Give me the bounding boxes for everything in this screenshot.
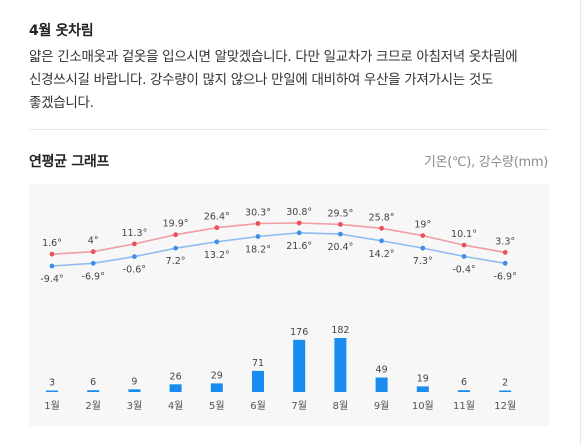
precip-label: 71	[252, 358, 264, 369]
precip-label: 2	[502, 378, 508, 389]
month-label: 9월	[374, 400, 390, 412]
high-temp-point	[173, 232, 179, 238]
low-temp-point	[214, 239, 220, 245]
precip-bar	[458, 390, 470, 392]
high-temp-point	[132, 241, 137, 247]
month-label: 1월	[44, 400, 60, 412]
low-temp-point	[338, 231, 343, 237]
low-temp-point	[461, 254, 467, 259]
precip-bar	[169, 384, 182, 392]
high-temp-label: 19.9°	[163, 219, 189, 230]
high-temp-point	[461, 242, 467, 248]
precip-label: 29	[211, 370, 223, 381]
high-temp-label: 1.6°	[42, 238, 62, 249]
high-temp-label: 10.1°	[451, 229, 477, 240]
graph-title: 연평균 그래프	[29, 154, 110, 170]
precip-label: 9	[131, 376, 137, 387]
divider	[29, 129, 549, 130]
low-temp-point	[255, 234, 261, 239]
month-label: 8월	[333, 400, 349, 412]
low-temp-point	[173, 245, 179, 251]
precip-label: 19	[417, 373, 429, 384]
low-temp-label: -0.4°	[452, 264, 475, 275]
high-temp-point	[255, 221, 261, 226]
precip-bar	[87, 390, 100, 392]
high-temp-label: 11.3°	[121, 228, 147, 239]
high-temp-line	[51, 222, 506, 255]
low-temp-label: -9.4°	[40, 274, 63, 285]
precip-bar	[375, 377, 388, 392]
section-description: 얇은 긴소매옷과 겉옷을 입으시면 알맞겠습니다. 다만 일교차가 크므로 아침…	[29, 49, 518, 111]
precip-bar	[210, 383, 223, 392]
precip-bar	[293, 339, 306, 392]
low-temp-label: 7.3°	[413, 256, 433, 267]
month-label: 2월	[85, 400, 101, 412]
low-temp-label: 20.4°	[327, 242, 353, 253]
low-temp-label: -6.9°	[82, 271, 105, 282]
month-label: 11월	[453, 400, 475, 412]
high-temp-label: 29.5°	[327, 208, 353, 219]
month-label: 6월	[250, 400, 266, 412]
low-temp-label: -6.9°	[494, 271, 517, 282]
high-temp-point	[296, 220, 302, 226]
month-label: 12월	[494, 400, 516, 412]
precip-bar	[499, 390, 512, 392]
precip-bar	[252, 370, 264, 392]
low-temp-label: 13.2°	[204, 250, 230, 261]
precip-label: 182	[331, 325, 349, 336]
high-temp-point	[420, 233, 426, 238]
low-temp-point	[379, 238, 384, 244]
precip-bar	[46, 390, 58, 392]
precip-label: 3	[49, 378, 55, 389]
high-temp-label: 3.3°	[495, 236, 515, 247]
low-temp-label: 18.2°	[245, 244, 271, 255]
month-label: 7월	[291, 400, 307, 412]
annual-chart: 1.6° 4° 11.3° 19.9° 26.4° 30.3° 30.8° 29.5° 25.8…	[40, 207, 517, 412]
low-temp-label: 21.6°	[286, 241, 312, 252]
low-temp-point	[296, 230, 302, 236]
high-temp-label: 19°	[414, 220, 431, 231]
precip-label: 6	[90, 377, 96, 388]
low-temp-label: -0.6°	[123, 265, 146, 276]
high-temp-point	[502, 250, 508, 255]
high-temp-point	[379, 225, 384, 231]
section-title: 4월 옷차림	[29, 23, 94, 39]
low-temp-point	[420, 245, 426, 251]
month-label: 4월	[168, 400, 184, 412]
precip-label: 49	[376, 364, 388, 375]
month-label: 10월	[412, 400, 434, 412]
precip-label: 6	[461, 377, 467, 388]
high-temp-label: 30.8°	[286, 207, 312, 218]
high-temp-label: 25.8°	[369, 212, 395, 223]
high-temp-label: 30.3°	[245, 208, 271, 219]
high-temp-label: 26.4°	[204, 212, 230, 223]
low-temp-label: 14.2°	[369, 249, 395, 260]
low-temp-point	[502, 260, 508, 266]
high-temp-label: 4°	[88, 236, 99, 247]
month-label: 5월	[209, 400, 225, 412]
precip-bar	[416, 386, 429, 392]
low-temp-label: 7.2°	[166, 256, 186, 267]
high-temp-point	[90, 249, 96, 255]
high-temp-point	[338, 222, 343, 227]
precip-label: 26	[170, 371, 182, 382]
month-label: 3월	[127, 400, 143, 412]
high-temp-point	[214, 225, 220, 231]
low-temp-line	[51, 231, 506, 267]
low-temp-point	[49, 263, 55, 269]
high-temp-point	[49, 251, 55, 257]
low-temp-point	[90, 260, 96, 266]
precip-bar	[128, 389, 141, 392]
chart-area: 1.6° 4° 11.3° 19.9° 26.4° 30.3° 30.8° 29.5° 25.8…	[29, 184, 549, 426]
precip-label: 176	[290, 327, 308, 338]
graph-unit-label: 기온(℃), 강수량(mm)	[423, 155, 548, 170]
precip-bar	[334, 338, 347, 392]
low-temp-point	[132, 254, 137, 259]
